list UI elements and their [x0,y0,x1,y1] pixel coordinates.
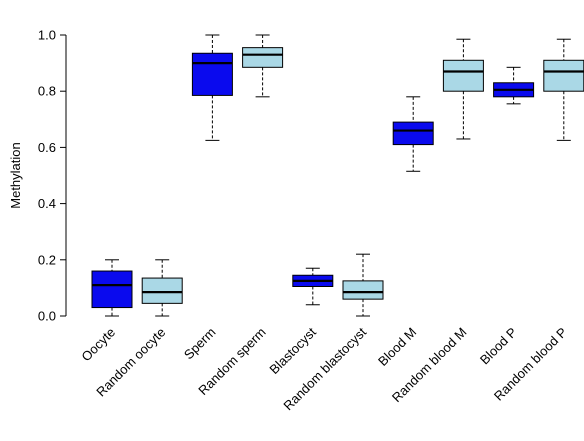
y-axis-ticks: 0.0 0.2 0.4 0.6 0.8 1.0 [38,28,66,324]
box-blood-p [493,66,535,105]
x-tick-label: Sperm [181,325,219,363]
box-body [342,280,384,300]
box-random-blood-p [543,38,584,141]
y-tick-label: 0.6 [38,140,56,155]
y-axis-label: Methylation [8,142,23,208]
x-tick-label: Blood M [375,325,419,369]
x-tick-label: Blastocyst [266,324,319,377]
box-body [91,270,133,309]
x-tick-label: Random blastocyst [280,324,369,413]
box-blood-m [392,96,434,172]
x-tick-label: Blood P [477,325,520,368]
y-tick-label: 0.8 [38,84,56,99]
x-tick-label: Oocyte [78,325,118,365]
box-body [392,121,434,146]
box-sperm [191,34,233,141]
box-random-blood-m [442,38,484,140]
box-random-oocyte [141,259,183,317]
y-tick-label: 0.0 [38,309,56,324]
box-blastocyst [292,267,334,306]
box-body [543,59,584,92]
box-oocyte [91,259,133,317]
y-tick-label: 0.2 [38,252,56,267]
box-body [191,52,233,96]
y-tick-label: 1.0 [38,28,56,43]
y-tick-label: 0.4 [38,196,56,211]
box-body [442,59,484,92]
boxes-layer [91,34,584,317]
box-body [141,277,183,304]
box-body [242,47,284,68]
box-random-blastocyst [342,253,384,317]
box-random-sperm [242,34,284,98]
